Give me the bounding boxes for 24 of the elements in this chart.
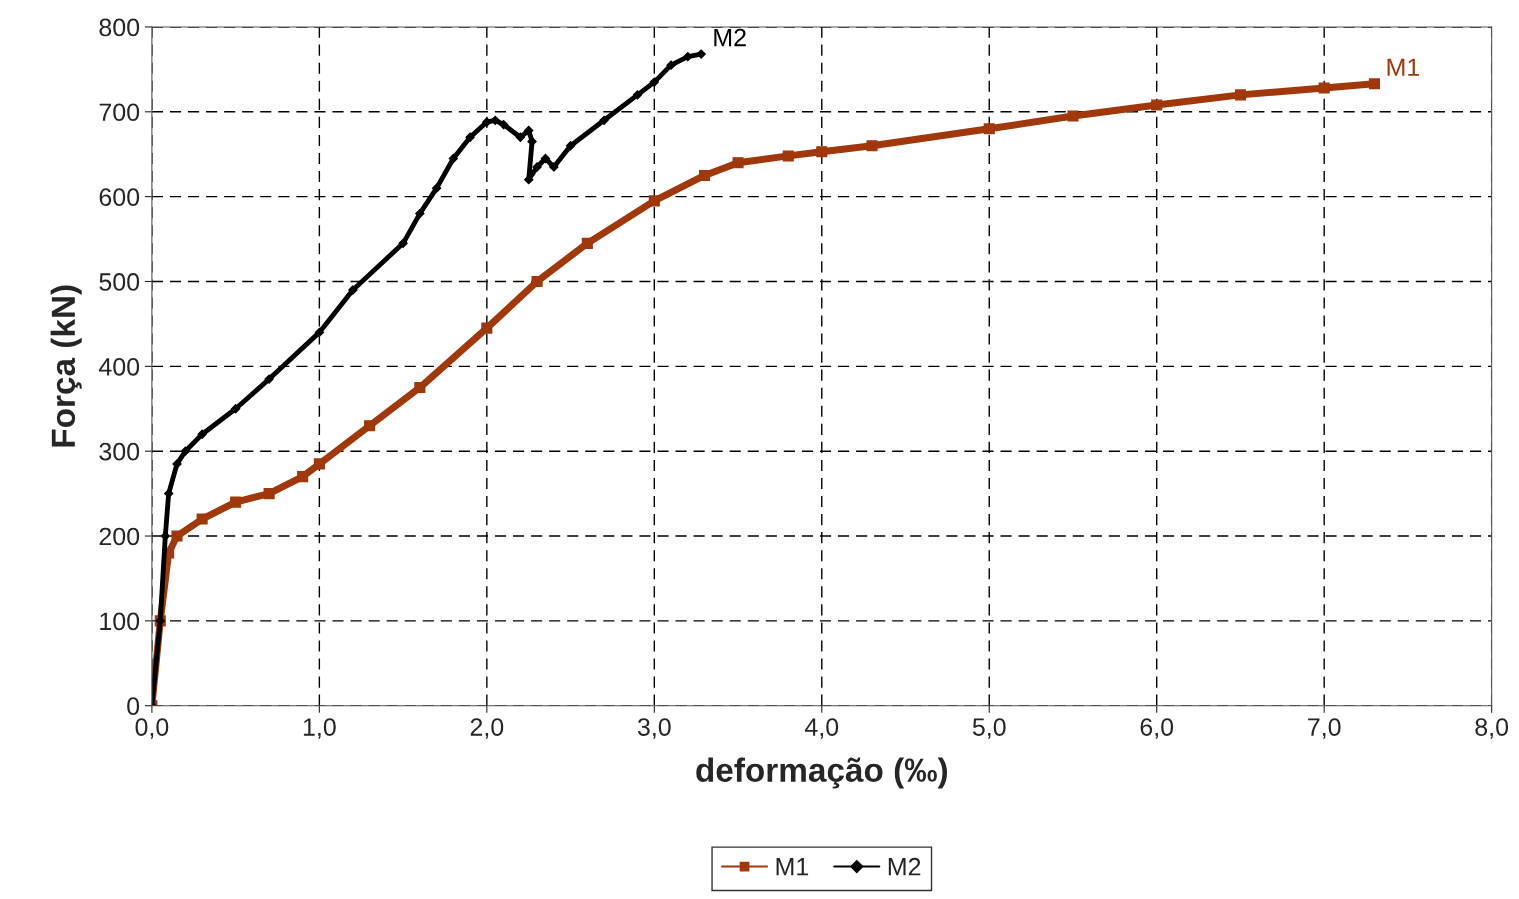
y-tick-label: 500 bbox=[99, 273, 140, 291]
y-tick-label: 800 bbox=[99, 18, 140, 37]
y-tick-label: 300 bbox=[99, 442, 140, 461]
x-tick-label: 5,0 bbox=[972, 718, 1006, 739]
annotation: M2 bbox=[714, 28, 746, 47]
x-axis-title: deformação (‰) bbox=[696, 757, 947, 789]
y-axis-title: Força (kN) bbox=[50, 285, 82, 447]
x-tick-label: 4,0 bbox=[804, 718, 839, 739]
annotation: M1 bbox=[1387, 58, 1420, 76]
x-tick-label: 3,0 bbox=[637, 718, 671, 739]
x-tick-label: 6,0 bbox=[1140, 718, 1174, 739]
x-tick-label: 0,0 bbox=[135, 718, 169, 739]
y-tick-label: 100 bbox=[100, 612, 140, 631]
legend-label: M1 bbox=[776, 858, 809, 876]
x-tick-label: 8,0 bbox=[1475, 718, 1509, 739]
y-tick-label: 700 bbox=[99, 103, 140, 122]
y-tick-label: 600 bbox=[99, 188, 140, 206]
x-tick-label: 2,0 bbox=[470, 718, 504, 739]
y-tick-label: 200 bbox=[99, 527, 140, 546]
y-tick-label: 0 bbox=[127, 697, 140, 716]
x-tick-label: 1,0 bbox=[303, 718, 336, 739]
y-tick-label: 400 bbox=[98, 357, 140, 376]
x-tick-label: 7,0 bbox=[1308, 718, 1341, 739]
legend-label: M2 bbox=[888, 857, 921, 876]
